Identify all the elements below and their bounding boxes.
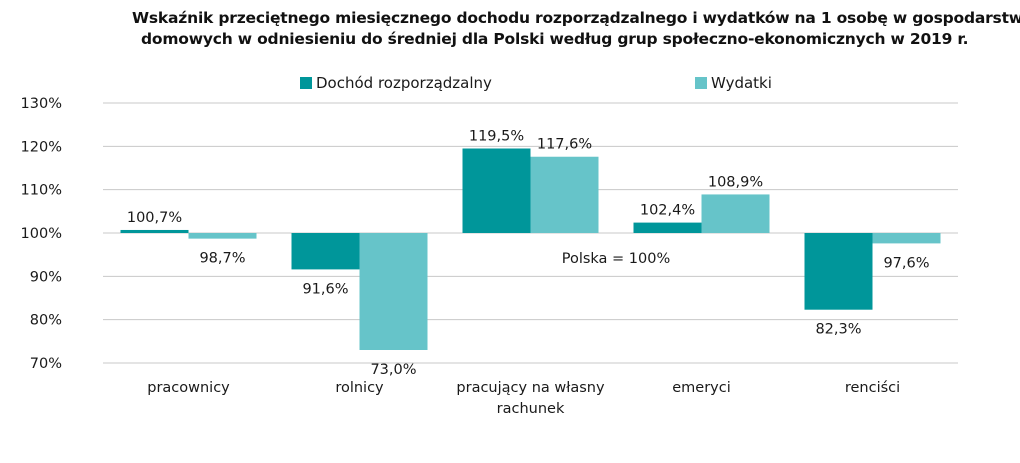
legend-item-expenses: Wydatki: [695, 74, 772, 92]
bar-income: [462, 148, 531, 233]
bar-income: [291, 233, 360, 270]
bar-expenses: [872, 233, 941, 244]
legend-label-income: Dochód rozporządzalny: [316, 74, 492, 92]
y-tick-label: 130%: [21, 96, 62, 112]
bar-income: [804, 233, 873, 310]
chart-title-line-1: Wskaźnik przeciętnego miesięcznego docho…: [132, 9, 1020, 27]
bar-income: [633, 222, 702, 233]
x-tick-label: renciści: [845, 380, 900, 396]
bar-expenses: [530, 156, 599, 233]
legend-swatch-income: [300, 77, 312, 89]
bar-income: [120, 229, 189, 233]
legend-label-expenses: Wydatki: [711, 74, 772, 92]
y-tick-label: 110%: [21, 183, 62, 199]
y-tick-label: 100%: [21, 226, 62, 242]
data-label: 119,5%: [469, 129, 524, 145]
annotation-polska-100: Polska = 100%: [562, 251, 671, 267]
x-tick-label: pracownicy: [147, 380, 230, 396]
data-label: 117,6%: [537, 137, 592, 153]
x-tick-label: pracujący na własny: [456, 380, 605, 396]
data-label: 73,0%: [370, 362, 416, 378]
y-tick-label: 80%: [30, 313, 62, 329]
data-label: 102,4%: [640, 203, 695, 219]
legend: Dochód rozporządzalny Wydatki: [0, 74, 1020, 96]
data-label: 98,7%: [199, 251, 245, 267]
y-tick-label: 70%: [30, 356, 62, 372]
chart-title: Wskaźnik przeciętnego miesięcznego docho…: [132, 8, 1020, 50]
data-label: 100,7%: [127, 210, 182, 226]
data-label: 91,6%: [302, 281, 348, 297]
bar-expenses: [188, 233, 257, 239]
y-tick-label: 90%: [30, 269, 62, 285]
bar-expenses: [701, 194, 770, 233]
chart-title-line-2: domowych w odniesieniu do średniej dla P…: [141, 30, 969, 48]
data-label: 97,6%: [883, 255, 929, 271]
bar-expenses: [359, 233, 428, 350]
x-tick-label: rachunek: [497, 401, 565, 417]
x-tick-label: emeryci: [672, 380, 731, 396]
data-label: 108,9%: [708, 174, 763, 190]
x-tick-label: rolnicy: [335, 380, 384, 396]
legend-swatch-expenses: [695, 77, 707, 89]
legend-item-income: Dochód rozporządzalny: [300, 74, 492, 92]
data-label: 82,3%: [815, 322, 861, 338]
y-tick-label: 120%: [21, 139, 62, 155]
